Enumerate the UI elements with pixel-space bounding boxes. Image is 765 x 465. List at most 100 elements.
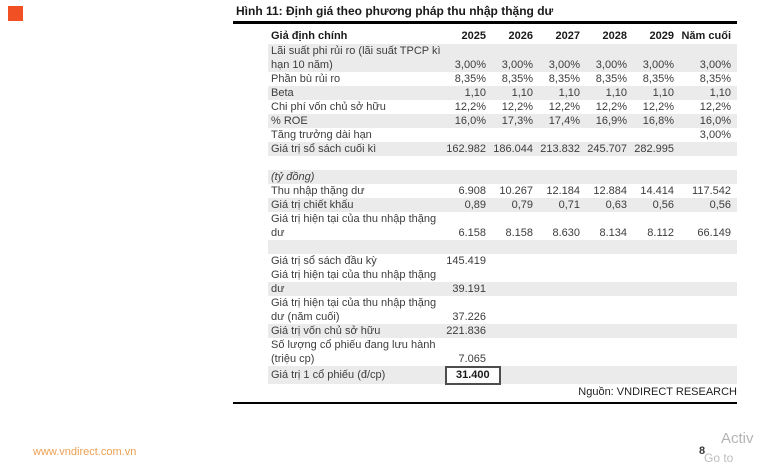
cell-value: 6.908 bbox=[458, 185, 486, 197]
column-header-year: 2025 bbox=[461, 29, 486, 42]
row-label: Giá trị sổ sách cuối kì bbox=[271, 143, 377, 155]
cell-value: 17,3% bbox=[501, 115, 533, 127]
table-row: Lãi suất phi rủi ro (lãi suất TPCP kì hạ… bbox=[268, 44, 737, 72]
row-label: Giá trị vốn chủ sở hữu bbox=[271, 325, 381, 337]
cell-value: 282.995 bbox=[634, 143, 674, 155]
cell-value: 3,00% bbox=[642, 59, 674, 71]
cell-value: 8,35% bbox=[642, 73, 674, 85]
cell-value: 14.414 bbox=[640, 185, 674, 197]
cell-value: 12,2% bbox=[454, 101, 486, 113]
cell-value: 7.065 bbox=[458, 353, 486, 365]
cell-value: 6.158 bbox=[458, 227, 486, 239]
column-header-year: 2029 bbox=[649, 29, 674, 42]
cell-value: 0,71 bbox=[558, 199, 580, 211]
table-header-row: Giả định chính 2025 2026 2027 2028 2029 Năm cu… bbox=[268, 27, 737, 44]
activate-watermark-line2: Go to bbox=[704, 451, 734, 465]
valuation-table: Giả định chính 2025 2026 2027 2028 2029 Năm cu… bbox=[268, 27, 737, 385]
vndirect-logo-icon bbox=[8, 6, 23, 21]
cell-value: 8,35% bbox=[548, 73, 580, 85]
cell-value: 17,4% bbox=[548, 115, 580, 127]
column-header-year: 2027 bbox=[555, 29, 580, 42]
cell-value: 16,9% bbox=[595, 115, 627, 127]
table-row: Beta 1,10 1,10 1,10 1,10 1,10 1,10 bbox=[268, 86, 737, 100]
cell-value: 186.044 bbox=[493, 143, 533, 155]
cell-value: 39.191 bbox=[452, 283, 486, 295]
cell-value: 1,10 bbox=[511, 87, 533, 99]
row-label: Giá trị 1 cổ phiếu (đ/cp) bbox=[271, 369, 386, 381]
table-row: % ROE 16,0% 17,3% 17,4% 16,9% 16,8% 16,0% bbox=[268, 114, 737, 128]
row-label: % ROE bbox=[271, 115, 308, 127]
cell-value: 3,00% bbox=[454, 59, 486, 71]
cell-value: 16,0% bbox=[699, 115, 731, 127]
cell-value: 0,56 bbox=[652, 199, 674, 211]
cell-value: 0,56 bbox=[709, 199, 731, 211]
row-label: Beta bbox=[271, 87, 294, 99]
row-label: Giá trị hiện tại của thu nhập thặng dư bbox=[271, 269, 437, 295]
cell-value: 245.707 bbox=[587, 143, 627, 155]
cell-value: 8,35% bbox=[454, 73, 486, 85]
cell-value: 1,10 bbox=[652, 87, 674, 99]
cell-value: 145.419 bbox=[446, 255, 486, 267]
cell-value: 8,35% bbox=[501, 73, 533, 85]
column-header-label: Giả định chính bbox=[271, 29, 348, 42]
share-price-box: 31.400 bbox=[445, 365, 501, 385]
table-row: Giá trị sổ sách cuối kì 162.982 186.044 213… bbox=[268, 142, 737, 156]
activate-watermark-line1: Activ bbox=[721, 430, 754, 447]
cell-value: 1,10 bbox=[464, 87, 486, 99]
cell-value: 3,00% bbox=[699, 129, 731, 141]
cell-value: 12,2% bbox=[595, 101, 627, 113]
cell-value: 3,00% bbox=[548, 59, 580, 71]
cell-value: 3,00% bbox=[699, 59, 731, 71]
cell-value: 31.400 bbox=[445, 365, 501, 385]
row-label: Giá trị hiện tại của thu nhập thặng dư (… bbox=[271, 297, 437, 323]
row-label: Phần bù rủi ro bbox=[271, 73, 341, 85]
table-row: Phần bù rủi ro 8,35% 8,35% 8,35% 8,35% 8,35% 8… bbox=[268, 72, 737, 86]
website-link[interactable]: www.vndirect.com.vn bbox=[33, 446, 137, 458]
cell-value: 1,10 bbox=[709, 87, 731, 99]
table-spacer-row bbox=[268, 240, 737, 254]
cell-value: 162.982 bbox=[446, 143, 486, 155]
table-row: Giá trị hiện tại của thu nhập thặng dư 39… bbox=[268, 268, 737, 296]
cell-value: 12,2% bbox=[642, 101, 674, 113]
cell-value: 8.134 bbox=[599, 227, 627, 239]
cell-value: 3,00% bbox=[595, 59, 627, 71]
cell-value: 8.630 bbox=[552, 227, 580, 239]
page-number: 8 bbox=[699, 445, 706, 457]
row-label: Thu nhập thặng dư bbox=[271, 185, 365, 197]
cell-value: 1,10 bbox=[605, 87, 627, 99]
row-label: (tỷ đồng) bbox=[271, 171, 315, 183]
cell-value: 1,10 bbox=[558, 87, 580, 99]
cell-value: 8,35% bbox=[595, 73, 627, 85]
row-label: Tăng trưởng dài hạn bbox=[271, 129, 372, 141]
table-row: Số lượng cổ phiếu đang lưu hành (triệu c… bbox=[268, 338, 737, 366]
column-header-year: 2028 bbox=[602, 29, 627, 42]
table-row: Chi phí vốn chủ sở hữu 12,2% 12,2% 12,2% 12,… bbox=[268, 100, 737, 114]
column-header-year: Năm cuối bbox=[681, 29, 731, 42]
cell-value: 12,2% bbox=[699, 101, 731, 113]
cell-value: 0,89 bbox=[464, 199, 486, 211]
table-row: Giá trị hiện tại của thu nhập thặng dư 6.… bbox=[268, 212, 737, 240]
source-attribution: Nguồn: VNDIRECT RESEARCH bbox=[578, 386, 737, 398]
cell-value: 3,00% bbox=[501, 59, 533, 71]
cell-value: 0,79 bbox=[511, 199, 533, 211]
table-row: Giá trị 1 cổ phiếu (đ/cp) 31.400 bbox=[268, 365, 737, 385]
row-label: Số lượng cổ phiếu đang lưu hành (triệu c… bbox=[271, 339, 436, 365]
table-row: Thu nhập thặng dư 6.908 10.267 12.184 12.884… bbox=[268, 184, 737, 198]
cell-value: 16,0% bbox=[454, 115, 486, 127]
table-row: Giá trị vốn chủ sở hữu 221.836 bbox=[268, 324, 737, 338]
cell-value: 37.226 bbox=[452, 311, 486, 323]
cell-value: 221.836 bbox=[446, 325, 486, 337]
column-header-year: 2026 bbox=[508, 29, 533, 42]
cell-value: 213.832 bbox=[540, 143, 580, 155]
figure-title: Hình 11: Định giá theo phương pháp thu n… bbox=[236, 4, 554, 18]
row-label: Chi phí vốn chủ sở hữu bbox=[271, 101, 386, 113]
table-row: Giá trị sổ sách đầu kỳ 145.419 bbox=[268, 254, 737, 268]
row-label: Giá trị hiện tại của thu nhập thặng dư bbox=[271, 213, 437, 239]
bottom-divider bbox=[233, 402, 737, 404]
cell-value: 16,8% bbox=[642, 115, 674, 127]
cell-value: 12,2% bbox=[548, 101, 580, 113]
table-spacer-row bbox=[268, 156, 737, 170]
table-row: (tỷ đồng) bbox=[268, 170, 737, 184]
table-row: Giá trị hiện tại của thu nhập thặng dư (… bbox=[268, 296, 737, 324]
cell-value: 0,63 bbox=[605, 199, 627, 211]
